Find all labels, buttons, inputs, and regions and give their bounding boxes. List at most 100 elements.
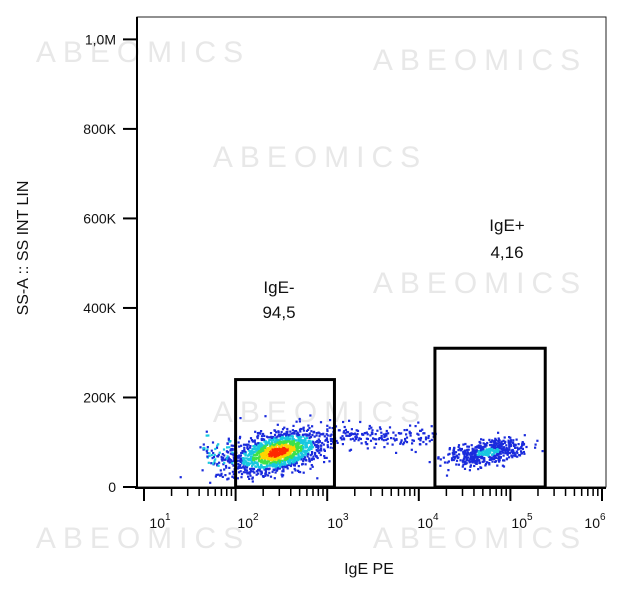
data-point bbox=[323, 435, 326, 438]
data-point bbox=[316, 456, 319, 460]
data-point bbox=[325, 438, 328, 442]
data-point bbox=[385, 434, 388, 437]
data-point bbox=[493, 444, 497, 447]
data-point bbox=[506, 449, 509, 452]
data-point bbox=[283, 444, 286, 447]
data-point bbox=[252, 452, 255, 455]
watermark-text: ABEOMICS bbox=[373, 522, 587, 555]
data-point bbox=[508, 456, 511, 459]
data-point bbox=[315, 432, 318, 435]
data-point bbox=[414, 425, 417, 428]
data-point bbox=[329, 419, 332, 422]
data-point bbox=[326, 429, 329, 433]
data-point bbox=[409, 432, 412, 435]
gate-layer: IgE- 94,5 IgE+ 4,16 bbox=[234, 216, 547, 489]
data-point bbox=[243, 448, 246, 452]
data-point bbox=[292, 454, 295, 457]
data-point bbox=[370, 426, 373, 429]
data-point bbox=[518, 447, 521, 450]
data-point bbox=[252, 467, 256, 471]
data-point bbox=[280, 460, 283, 464]
data-point bbox=[300, 452, 303, 455]
data-point bbox=[295, 430, 298, 433]
data-point bbox=[249, 437, 253, 440]
data-point bbox=[293, 448, 296, 452]
data-point bbox=[223, 461, 226, 464]
data-point bbox=[284, 466, 287, 469]
data-point bbox=[256, 437, 259, 440]
data-point bbox=[405, 433, 408, 436]
data-point bbox=[419, 436, 423, 440]
data-point bbox=[505, 444, 508, 447]
data-point bbox=[304, 433, 307, 436]
data-point bbox=[269, 442, 272, 445]
y-ticks: 0 200K 400K 600K 800K 1,0M bbox=[83, 31, 137, 495]
data-point bbox=[453, 452, 456, 456]
data-point bbox=[474, 461, 477, 464]
data-point bbox=[274, 429, 277, 432]
data-point bbox=[288, 454, 292, 457]
data-point bbox=[214, 475, 217, 478]
data-point bbox=[392, 431, 395, 434]
data-point bbox=[265, 450, 268, 453]
data-point bbox=[310, 444, 313, 447]
data-point bbox=[219, 469, 222, 472]
data-point bbox=[252, 470, 255, 473]
data-point bbox=[508, 448, 511, 451]
data-point bbox=[263, 462, 266, 465]
data-point bbox=[469, 464, 472, 467]
data-point bbox=[267, 452, 270, 455]
data-point bbox=[512, 450, 515, 453]
watermark-layer: ABEOMICS ABEOMICS ABEOMICS ABEOMICS ABEOMICS… bbox=[36, 36, 587, 555]
data-point bbox=[279, 462, 282, 465]
data-point bbox=[224, 464, 228, 468]
data-point bbox=[272, 468, 275, 471]
data-point bbox=[293, 458, 296, 461]
data-point bbox=[244, 471, 247, 474]
data-point bbox=[462, 457, 466, 460]
data-point bbox=[339, 436, 342, 439]
data-point bbox=[280, 430, 283, 434]
data-point bbox=[262, 449, 265, 452]
y-tick-label: 800K bbox=[83, 121, 116, 137]
data-point bbox=[505, 458, 508, 461]
data-point bbox=[293, 450, 296, 453]
data-point bbox=[267, 457, 270, 460]
data-point bbox=[323, 455, 326, 458]
data-point bbox=[295, 420, 298, 423]
data-point bbox=[499, 450, 502, 453]
data-point bbox=[261, 458, 264, 462]
data-point bbox=[233, 459, 236, 463]
data-point bbox=[274, 450, 277, 453]
data-point bbox=[245, 469, 249, 472]
data-point bbox=[292, 432, 295, 435]
data-point bbox=[473, 460, 476, 463]
data-point bbox=[228, 472, 231, 475]
data-point bbox=[495, 442, 498, 445]
data-point bbox=[280, 445, 283, 449]
data-point bbox=[427, 436, 430, 440]
data-point bbox=[245, 443, 248, 446]
data-point bbox=[473, 450, 476, 453]
data-point bbox=[466, 448, 469, 451]
data-point bbox=[211, 462, 215, 465]
data-point bbox=[452, 448, 455, 451]
data-point bbox=[463, 454, 466, 457]
data-point bbox=[478, 455, 481, 458]
data-point bbox=[268, 436, 271, 439]
data-point bbox=[294, 447, 297, 450]
data-point bbox=[293, 439, 296, 443]
data-point bbox=[267, 460, 270, 463]
data-point bbox=[298, 433, 301, 437]
data-point bbox=[267, 455, 271, 458]
data-point bbox=[517, 443, 520, 446]
data-point bbox=[404, 439, 407, 443]
data-point bbox=[318, 440, 321, 444]
data-point bbox=[226, 459, 229, 462]
data-point bbox=[231, 475, 234, 478]
data-point bbox=[199, 446, 202, 449]
data-point bbox=[414, 450, 417, 454]
data-point bbox=[291, 445, 294, 448]
data-point bbox=[225, 457, 228, 460]
data-point bbox=[284, 449, 287, 452]
